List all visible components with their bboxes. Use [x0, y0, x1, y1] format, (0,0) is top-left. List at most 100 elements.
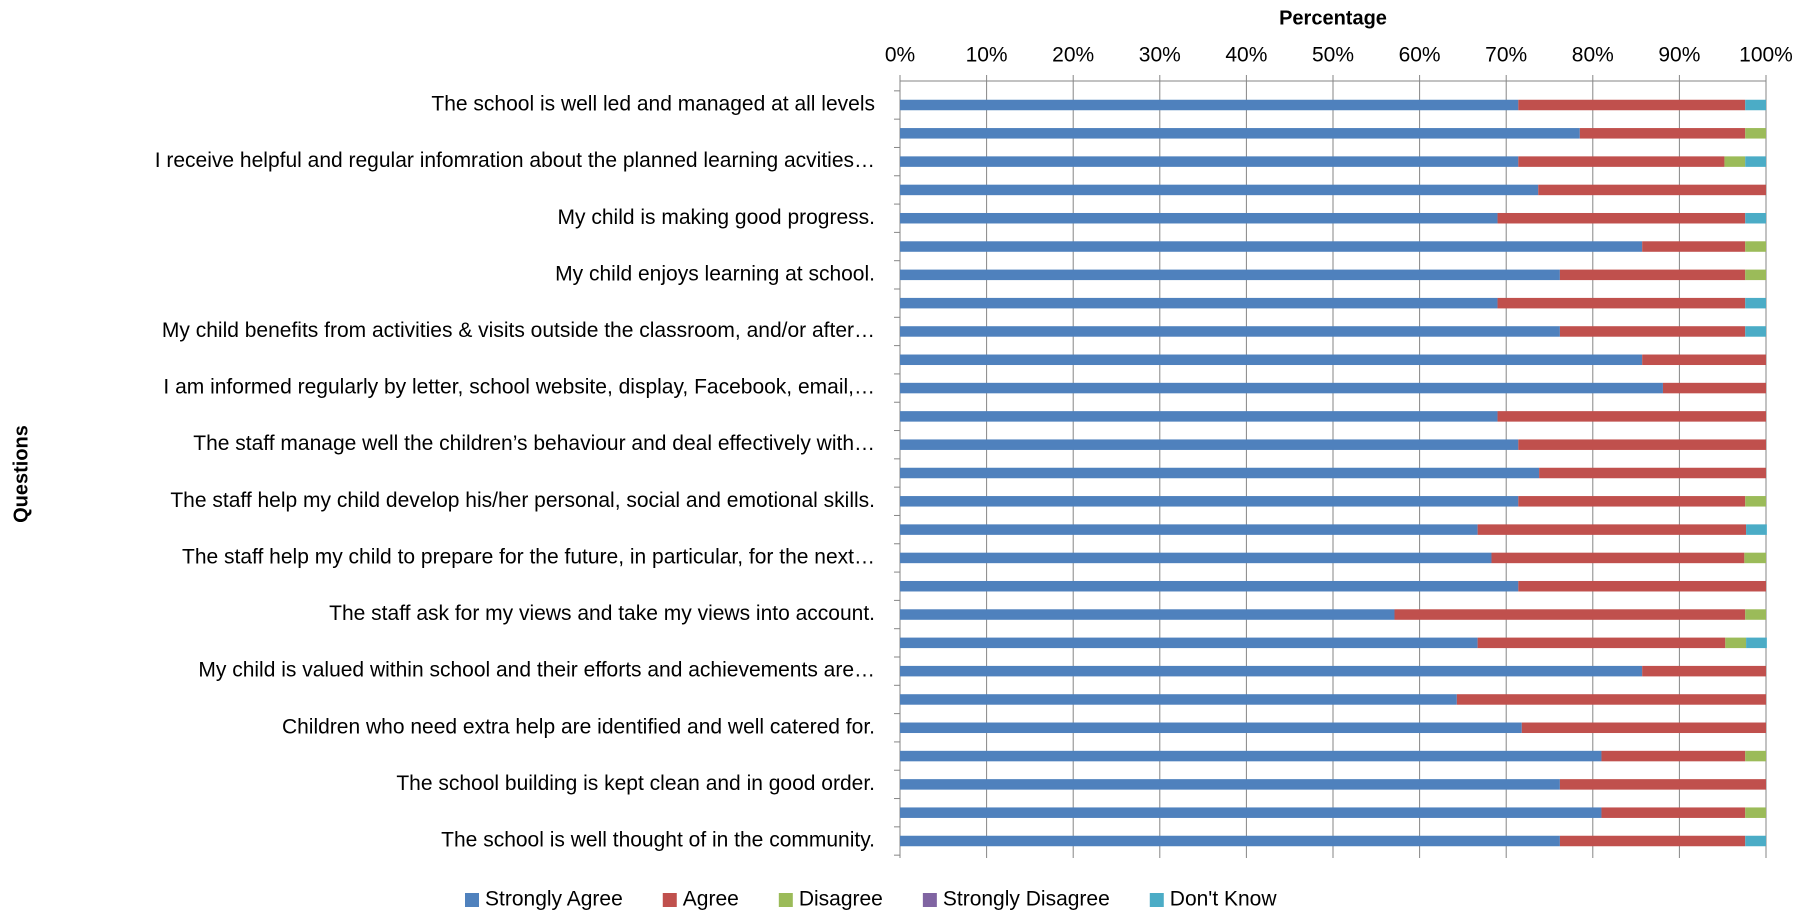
y-tick-label: My child enjoys learning at school.: [555, 262, 875, 285]
bar-segment: [1559, 326, 1746, 337]
bar-segment: [1497, 297, 1746, 309]
bar-segment: [900, 467, 1540, 479]
bar-segment: [1725, 637, 1747, 649]
bar-segment: [900, 297, 1498, 309]
x-tick-label: 100%: [1739, 44, 1793, 67]
bar-segment: [900, 241, 1643, 252]
bar-segment: [900, 552, 1492, 564]
bar-segment: [900, 212, 1498, 224]
bar-segment: [1745, 212, 1766, 224]
bar-segment: [1642, 241, 1746, 252]
bar-segment: [1579, 128, 1746, 139]
bar-segment: [900, 807, 1602, 818]
bar-segment: [1744, 552, 1766, 564]
y-tick-label: My child is valued within school and the…: [198, 659, 875, 682]
bar-segment: [900, 609, 1395, 620]
bar-segment: [1642, 354, 1766, 366]
bar-segment: [900, 694, 1457, 705]
bar-segment: [900, 580, 1519, 592]
bar-segment: [900, 665, 1643, 677]
bar-segment: [1521, 722, 1766, 734]
bar-segment: [1745, 99, 1766, 111]
bar-segment: [900, 382, 1663, 394]
bar-segment: [1394, 609, 1746, 620]
bar-segment: [900, 184, 1539, 196]
y-tick-label: The staff ask for my views and take my v…: [329, 602, 875, 625]
x-tick-label: 0%: [885, 44, 915, 67]
y-tick-label: I receive helpful and regular infomratio…: [155, 149, 875, 172]
bar-segment: [900, 326, 1560, 337]
y-axis-title: Questions: [10, 425, 32, 523]
bar-segment: [1745, 609, 1766, 620]
bar-segment: [1745, 807, 1766, 818]
bar-segment: [1456, 694, 1766, 705]
y-tick-label: The staff manage well the children’s beh…: [193, 432, 875, 455]
bar-segment: [1745, 269, 1766, 281]
y-tick-label: My child benefits from activities & visi…: [162, 319, 875, 342]
bar-segment: [1491, 552, 1745, 564]
x-tick-label: 10%: [966, 44, 1008, 67]
bar-segment: [1601, 807, 1746, 818]
bar-segment: [1746, 524, 1767, 535]
x-tick-label: 80%: [1572, 44, 1614, 67]
x-tick-label: 30%: [1139, 44, 1181, 67]
legend-label: Agree: [683, 888, 739, 911]
x-tick-label: 90%: [1658, 44, 1700, 67]
bar-segment: [900, 835, 1560, 847]
x-tick-label: 20%: [1052, 44, 1094, 67]
bar-segment: [1477, 637, 1726, 649]
bar-segment: [1518, 496, 1746, 507]
y-tick-label: I am informed regularly by letter, schoo…: [163, 376, 875, 399]
bar-segment: [900, 750, 1602, 762]
bar-segment: [1745, 496, 1766, 507]
bar-segment: [900, 269, 1560, 281]
legend-swatch: [662, 893, 677, 907]
bar-segment: [1559, 835, 1746, 847]
bar-segment: [1559, 269, 1746, 281]
bar-segment: [1518, 439, 1766, 450]
bar-segment: [900, 637, 1478, 649]
bar-segment: [1745, 835, 1766, 847]
x-tick-label: 40%: [1225, 44, 1267, 67]
bar-segment: [1662, 382, 1766, 394]
x-tick-label: 70%: [1485, 44, 1527, 67]
bar-segment: [1601, 750, 1746, 762]
y-tick-label: The school is well thought of in the com…: [441, 829, 875, 852]
legend-swatch: [778, 893, 793, 907]
bar-segment: [1745, 241, 1766, 252]
bar-segment: [1477, 524, 1747, 535]
bar-segment: [1724, 156, 1746, 167]
y-tick-label: My child is making good progress.: [558, 206, 875, 229]
bar-segment: [1745, 156, 1766, 167]
bar-segment: [1518, 156, 1725, 167]
bar-segment: [1559, 779, 1766, 790]
legend-swatch: [1149, 893, 1164, 907]
legend-label: Strongly Disagree: [943, 888, 1110, 911]
bar-segment: [900, 524, 1478, 535]
y-tick-label: The staff help my child develop his/her …: [170, 489, 875, 512]
bar-segment: [1746, 637, 1767, 649]
bar-segment: [1497, 212, 1746, 224]
bar-segment: [1745, 750, 1766, 762]
bar-segment: [1539, 467, 1766, 479]
y-tick-label: The school is well led and managed at al…: [431, 93, 875, 116]
bar-segment: [900, 156, 1519, 167]
bar-segment: [1745, 297, 1766, 309]
bar-segment: [900, 354, 1643, 366]
legend-label: Disagree: [799, 888, 883, 911]
bar-segment: [1538, 184, 1766, 196]
legend-label: Strongly Agree: [485, 888, 623, 911]
y-tick-label: Children who need extra help are identif…: [282, 715, 875, 738]
bar-segment: [900, 99, 1519, 111]
bar-segment: [1518, 580, 1766, 592]
x-tick-label: 60%: [1399, 44, 1441, 67]
bar-segment: [1497, 411, 1766, 422]
bar-segment: [900, 496, 1519, 507]
x-axis-title: Percentage: [1279, 7, 1387, 29]
y-tick-label: The staff help my child to prepare for t…: [182, 545, 875, 568]
bar-segment: [900, 722, 1522, 734]
legend-label: Don't Know: [1170, 888, 1278, 911]
legend-swatch: [465, 893, 479, 907]
bar-segment: [900, 439, 1519, 450]
